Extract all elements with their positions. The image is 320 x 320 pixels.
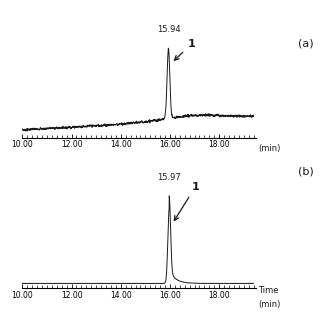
- Text: Time: Time: [258, 286, 279, 295]
- Text: 15.94: 15.94: [157, 25, 180, 34]
- Text: (min): (min): [258, 143, 281, 153]
- Text: (a): (a): [298, 38, 313, 48]
- Text: (min): (min): [258, 300, 281, 309]
- Text: (b): (b): [298, 166, 313, 176]
- Text: 1: 1: [174, 39, 196, 60]
- Text: 1: 1: [174, 182, 199, 220]
- Text: 15.97: 15.97: [157, 173, 181, 182]
